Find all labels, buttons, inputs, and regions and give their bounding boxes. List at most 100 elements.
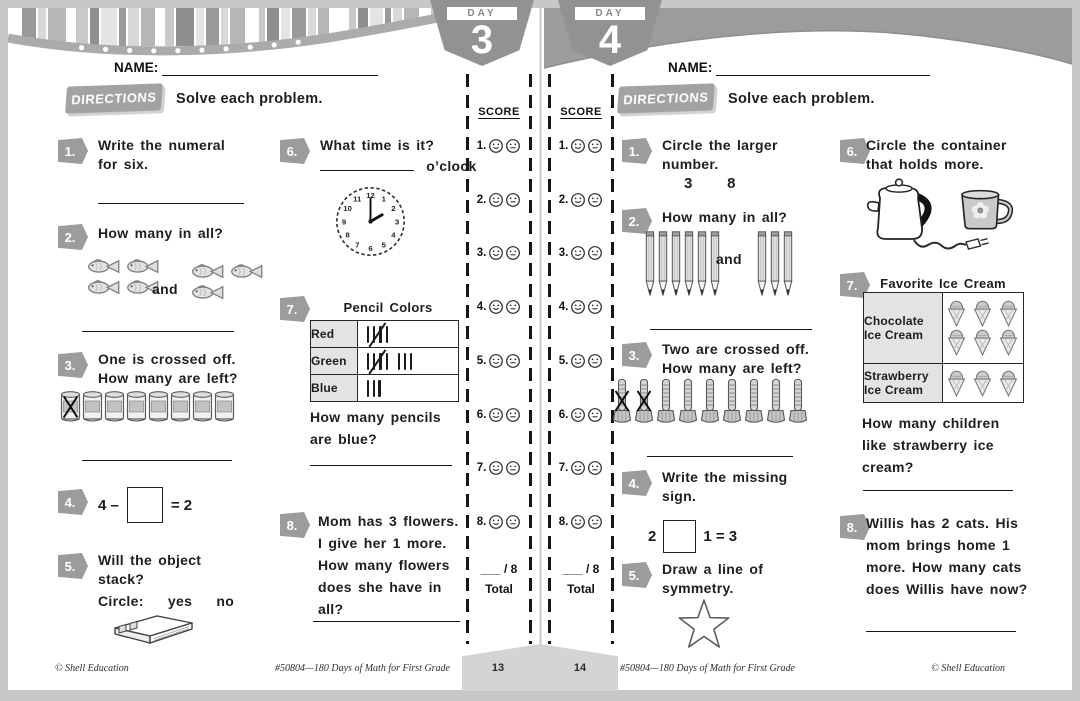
name-label: NAME: — [114, 60, 159, 75]
score-row: 5. — [550, 353, 612, 369]
score-list: 1. 2. 3. 4. 5. 6. — [550, 138, 612, 530]
score-row: 7. — [468, 460, 530, 476]
question-5-text: Will the object stack? — [98, 551, 201, 589]
number-choice-a: 3 — [684, 175, 693, 192]
svg-text:1: 1 — [382, 194, 387, 203]
svg-text:5: 5 — [382, 240, 387, 249]
juice-can-icon — [104, 390, 125, 423]
happy-face-icon — [570, 353, 586, 369]
neutral-face-icon — [505, 353, 521, 369]
svg-text:7: 7 — [355, 240, 359, 249]
tally-table-title: Pencil Colors — [343, 300, 433, 315]
ice-cream-cone-icon — [997, 300, 1020, 327]
svg-text:6: 6 — [368, 244, 372, 253]
score-row: 4. — [550, 299, 612, 315]
circle-options: Circle: yes no — [98, 592, 234, 611]
pencil-icon — [756, 228, 768, 302]
score-panel: SCORE 1. 2. 3. 4. 5. 6 — [550, 100, 612, 660]
name-label: NAME: — [668, 60, 713, 75]
name-blank-line — [716, 60, 930, 76]
question-8-badge: 8. — [840, 514, 870, 540]
question-7-text: How many children like strawberry ice cr… — [862, 412, 999, 478]
pencil-group-right — [756, 228, 794, 302]
option-yes: yes — [167, 593, 193, 609]
question-2-badge: 2. — [622, 208, 652, 234]
copyright-footer: © Shell Education — [55, 663, 129, 674]
juice-can-row — [60, 390, 235, 423]
neutral-face-icon — [505, 299, 521, 315]
answer-line — [98, 203, 244, 204]
happy-face-icon — [488, 138, 504, 154]
juice-can-icon — [192, 390, 213, 423]
fish-icon — [190, 282, 226, 301]
directions-badge: DIRECTIONS — [617, 83, 715, 114]
page-number: 14 — [573, 662, 587, 674]
neutral-face-icon — [587, 299, 603, 315]
score-item-number: 2. — [558, 193, 569, 206]
score-row: 3. — [550, 245, 612, 261]
oclock-suffix: o’clock — [426, 158, 477, 174]
book-code-footer: #50804—180 Days of Math for First Grade — [620, 663, 795, 674]
question-1-badge: 1. — [622, 138, 652, 164]
tally-cell — [357, 374, 459, 402]
question-text-line: How many are left? — [662, 360, 802, 376]
score-list: 1. 2. 3. 4. 5. 6. — [468, 138, 530, 530]
score-panel: SCORE 1. 2. 3. 4. 5. 6 — [468, 100, 530, 660]
bolt-icon — [678, 378, 698, 424]
juice-can-icon — [214, 390, 235, 423]
label-line: Ice Cream — [864, 383, 924, 397]
ice-cream-cone-icon — [971, 300, 994, 327]
directions-text: Solve each problem. — [176, 91, 323, 107]
svg-text:11: 11 — [353, 194, 362, 203]
score-row: 2. — [468, 192, 530, 208]
neutral-face-icon — [587, 514, 603, 530]
score-row: 8. — [468, 514, 530, 530]
svg-text:9: 9 — [342, 217, 346, 226]
answer-line — [863, 490, 1013, 491]
question-8-badge: 8. — [280, 512, 310, 538]
neutral-face-icon — [587, 407, 603, 423]
neutral-face-icon — [587, 245, 603, 261]
question-7-badge: 7. — [280, 296, 310, 322]
juice-can-icon — [82, 390, 103, 423]
happy-face-icon — [570, 407, 586, 423]
juice-can-icon — [170, 390, 191, 423]
neutral-face-icon — [505, 245, 521, 261]
question-text-line: are blue? — [310, 431, 377, 447]
score-row: 2. — [550, 192, 612, 208]
score-item-number: 5. — [558, 354, 569, 367]
score-total-label: Total — [567, 582, 595, 596]
table-row: Green — [310, 347, 459, 375]
question-4-text: Write the missing sign. — [662, 468, 788, 506]
score-row: 4. — [468, 299, 530, 315]
fish-group-right — [190, 261, 268, 301]
pencil-icon — [696, 228, 708, 302]
score-row: 3. — [468, 245, 530, 261]
question-4-badge: 4. — [622, 470, 652, 496]
score-item-number: 7. — [558, 462, 569, 475]
number-choice-b: 8 — [727, 175, 736, 192]
question-text-line: Two are crossed off. — [662, 341, 810, 357]
answer-line — [82, 460, 232, 461]
question-3-badge: 3. — [622, 342, 652, 368]
happy-face-icon — [488, 245, 504, 261]
score-total-label: Total — [485, 582, 513, 596]
equation-right: = 2 — [170, 496, 193, 514]
pencil-icon — [657, 228, 669, 302]
fish-icon — [229, 261, 265, 280]
juice-can-icon — [148, 390, 169, 423]
pictograph-title: Favorite Ice Cream — [880, 276, 1006, 291]
ice-cream-cone-icon — [971, 370, 994, 397]
dashed-rule — [548, 74, 551, 644]
happy-face-icon — [570, 138, 586, 154]
question-text-line: cream? — [862, 459, 914, 475]
answer-line — [310, 465, 452, 466]
score-item-number: 4. — [476, 301, 487, 314]
and-label: and — [152, 281, 178, 297]
question-text-line: like strawberry ice — [862, 437, 994, 453]
happy-face-icon — [488, 407, 504, 423]
page-number: 13 — [491, 662, 505, 674]
question-6-badge: 6. — [840, 138, 870, 164]
row-label: Red — [310, 320, 358, 348]
bolt-icon — [722, 378, 742, 424]
